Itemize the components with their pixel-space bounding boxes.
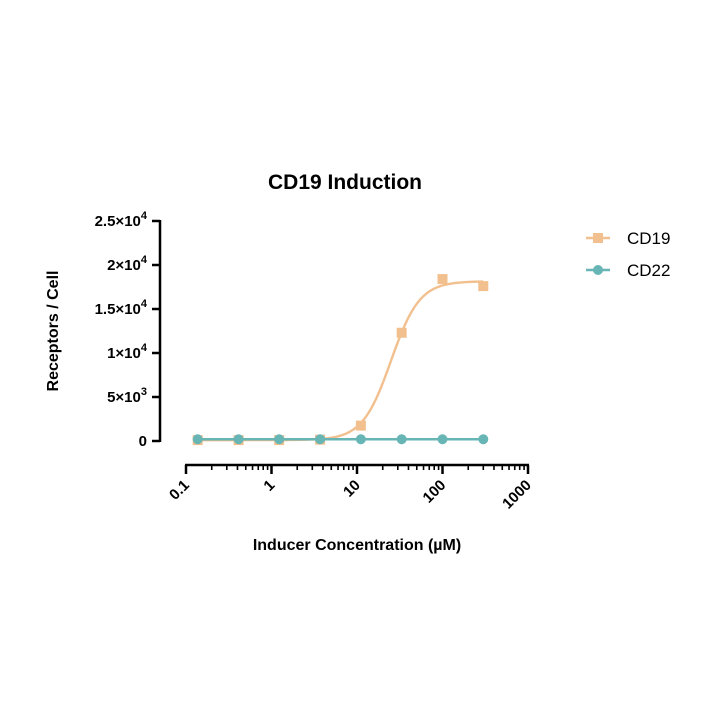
y-axis: 0 5×103 1×104 1.5×104 2×104 2.5×104: [95, 210, 162, 450]
data-point-cd19: [478, 281, 489, 292]
data-point-cd19: [355, 420, 366, 431]
x-axis-title: Inducer Concentration (µM): [253, 537, 461, 554]
plot-area: [192, 274, 489, 446]
data-point-cd19: [396, 327, 407, 338]
x-tick-label: 1000: [499, 477, 535, 513]
legend-label: CD19: [627, 229, 670, 248]
data-point-cd22: [233, 434, 244, 445]
data-point-cd22: [274, 434, 285, 445]
series-cd19: [192, 274, 489, 446]
y-tick-label: 0: [139, 433, 147, 450]
data-point-cd22: [437, 434, 448, 445]
legend-marker-circle: [593, 265, 603, 275]
chart-title: CD19 Induction: [268, 171, 422, 194]
legend-item-cd22: CD22: [586, 261, 670, 280]
x-tick-label: 100: [420, 477, 450, 507]
series-cd22: [192, 434, 489, 445]
legend-marker-square: [593, 233, 603, 243]
legend-item-cd19: CD19: [586, 229, 670, 248]
fit-line-cd19: [197, 280, 484, 442]
x-tick-label: 1: [260, 477, 278, 495]
data-point-cd22: [478, 434, 489, 445]
y-tick-label: 1×104: [107, 342, 148, 362]
y-tick-label: 2×104: [107, 254, 148, 274]
y-tick-label: 2.5×104: [95, 210, 148, 230]
x-tick-label: 10: [340, 477, 364, 501]
data-point-cd22: [396, 434, 407, 445]
x-tick-label: 0.1: [166, 477, 193, 504]
legend: CD19 CD22: [586, 229, 670, 280]
y-axis-title: Receptors / Cell: [45, 271, 62, 392]
legend-label: CD22: [627, 261, 670, 280]
data-point-cd22: [315, 434, 326, 445]
data-point-cd22: [355, 434, 366, 445]
y-tick-label: 5×103: [107, 386, 147, 406]
y-tick-label: 1.5×104: [95, 298, 148, 318]
data-point-cd22: [192, 434, 203, 445]
x-axis: 0.1 1 10 100 1000: [166, 463, 535, 513]
data-point-cd19: [437, 274, 448, 285]
